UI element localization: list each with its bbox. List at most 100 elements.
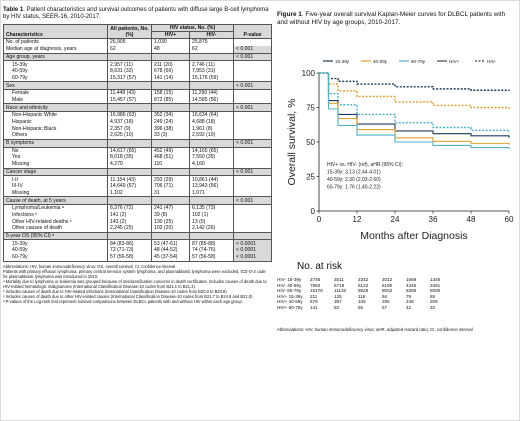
table-row: Others 2,625 (10) 33 (3) 2,592 (10) <box>3 132 273 140</box>
table-section-row: 5-year OS (95% CI) ᵈ <box>3 231 273 241</box>
cell-hiv-positive: 452 (49) <box>151 147 190 155</box>
y-tick-label: 50 <box>306 138 315 147</box>
risk-count: 209 <box>430 299 438 305</box>
risk-count: 42 <box>406 304 412 310</box>
cell-hiv-negative <box>188 167 235 177</box>
cell-hiv-negative: 4,160 <box>188 160 235 169</box>
y-axis-title: Overall survival, % <box>286 99 298 186</box>
cell-hiv-negative: 2,746 (11) <box>188 60 235 68</box>
x-tick-label: 24 <box>391 215 400 224</box>
y-tick-label: 0 <box>311 207 316 216</box>
km-curve-40-59y-HIV+ <box>319 72 510 145</box>
km-curve-15-39y-HIV- <box>319 72 510 91</box>
hazard-ratio-annotation: HIV+ vs. HIV- (ref), aHR (95% CI): <box>327 162 403 168</box>
cell-p-value <box>233 38 273 46</box>
cell-hiv-negative <box>188 103 235 113</box>
cell-all: 62 <box>107 45 152 54</box>
table-section-row: Cancer stage < 0.001 <box>3 167 273 177</box>
risk-count: 5190 <box>382 282 393 288</box>
risk-count: 1668 <box>406 277 417 282</box>
number-at-risk-table: HIV- 15-39y 2746 2511 2342 2012 1668 1346 HIV- … <box>277 277 454 311</box>
cell-all: 6,376 (72) <box>107 204 152 212</box>
table-row: Missing 4,270 110 4,160 <box>3 160 273 169</box>
hazard-ratio-annotation: 40-59y: 2.30 (2.03-2.60) <box>327 177 381 183</box>
cell-characteristic: Median age at diagnosis, years <box>3 45 108 54</box>
table-row: Male 15,457 (57) 872 (85) 14,585 (56) <box>3 96 273 104</box>
cell-all <box>107 196 152 205</box>
cell-p-value <box>233 231 273 241</box>
number-at-risk-panel: No. at risk HIV- 15-39y 2746 2511 2342 2012 1… <box>277 261 517 311</box>
cell-characteristic: No <box>3 147 108 155</box>
risk-count: 345 <box>358 299 366 305</box>
cell-all <box>107 52 152 62</box>
risk-count: 2511 <box>334 277 344 282</box>
risk-row: HIV+ 15-39y 211 135 116 94 79 65 <box>277 294 454 300</box>
cell-hiv-negative: 62 <box>188 45 235 54</box>
header-all-patients: All patients, No. (%) <box>107 23 152 40</box>
legend-label: HIV- <box>487 59 496 64</box>
figure-title-bold: Figure 1 <box>277 11 302 18</box>
cell-hiv-negative: 10,861 (44) <box>188 175 235 183</box>
cell-characteristic: 15-39y <box>3 239 108 248</box>
legend-label: 60-79y <box>411 59 426 64</box>
cell-hiv-positive: 872 (85) <box>151 96 190 104</box>
cell-hiv-negative: 13 (0) <box>188 218 235 226</box>
table-section-row: Cause of death, at 5 years < 0.001 <box>3 196 273 205</box>
risk-row-label: HIV+ 40-59y <box>277 299 303 305</box>
risk-count: 2012 <box>382 277 393 282</box>
cell-hiv-negative: 14,165 (65) <box>188 147 235 155</box>
cell-all: 15,457 (57) <box>107 96 152 104</box>
cell-all: 141 (2) <box>107 211 152 219</box>
cell-characteristic: Cause of death, at 5 years <box>3 196 108 205</box>
cell-all: 8,631 (32) <box>107 67 152 75</box>
cell-hiv-positive: 158 (15) <box>151 89 190 97</box>
cell-p-value: < 0.001 <box>233 196 273 205</box>
cell-all: 15,317 (57) <box>107 74 152 82</box>
x-tick-label: 48 <box>467 215 476 224</box>
km-curve-15-39y-HIV+ <box>319 72 510 138</box>
risk-count: 83 <box>334 304 340 310</box>
cell-all: 14,617 (65) <box>107 147 152 155</box>
risk-row: HIV- 40-59y 7953 6719 6122 5190 4345 3491 <box>277 283 454 289</box>
cell-p-value <box>233 67 273 75</box>
cell-hiv-positive: 1,030 <box>151 38 190 46</box>
x-tick-label: 60 <box>505 215 514 224</box>
table-row: 60-79y 15,317 (57) 141 (14) 15,176 (59) <box>3 74 273 82</box>
table-footnotes: Abbreviations: HIV, human immunodeficien… <box>3 264 271 305</box>
table-title: Table 1. Patient characteristics and sur… <box>3 7 271 21</box>
cell-all: 143 (2) <box>107 218 152 226</box>
cell-hiv-positive: 103 (20) <box>151 225 190 233</box>
cell-characteristic: 40-59y <box>3 247 108 254</box>
table-row: Median age at diagnosis, years 62 48 62 < 0.… <box>3 45 273 54</box>
cell-characteristic: Others <box>3 132 108 140</box>
table-row: Infections ᵇ 141 (2) 39 (8) 102 (1) <box>3 211 273 219</box>
risk-count: 4345 <box>406 282 417 288</box>
cell-p-value <box>233 147 273 155</box>
cell-characteristic: Hispanic <box>3 118 108 126</box>
number-at-risk-title: No. at risk <box>297 261 343 272</box>
risk-count: 141 <box>310 304 318 310</box>
figure-footnote: Abbreviations: HIV, human immunodeficien… <box>277 327 473 332</box>
table-row: Lymphoma/Leukemia ᵃ 6,376 (72) 241 (47) 6,1… <box>3 204 273 212</box>
header-p-value: P-value <box>233 23 273 40</box>
cell-all: 14,649 (57) <box>107 182 152 190</box>
risk-count: 7953 <box>310 282 321 288</box>
risk-count: 11132 <box>334 288 347 294</box>
cell-characteristic: Missing <box>3 189 108 197</box>
cell-p-value <box>233 74 273 82</box>
cell-characteristic: Non-Hispanic White <box>3 111 108 119</box>
risk-count: 1346 <box>430 277 441 282</box>
cell-p-value <box>233 211 273 219</box>
cell-all: 2,357 (9) <box>107 125 152 133</box>
cell-hiv-positive: 352 (34) <box>151 111 190 119</box>
figure-title-text: . Five-year overall survival Kaplan-Meie… <box>277 11 506 26</box>
cell-hiv-negative: 15,176 (59) <box>188 74 235 82</box>
table-footnote: Patients with primary effusion lymphoma,… <box>3 268 266 279</box>
table-section-row: Age group, years < 0.001 <box>3 52 273 62</box>
cell-p-value: < 0.001 <box>233 138 273 148</box>
cell-hiv-negative: 2,142 (26) <box>188 225 235 233</box>
table-row: III-IV 14,649 (57) 706 (71) 13,943 (56) <box>3 182 273 190</box>
table-panel: Table 1. Patient characteristics and sur… <box>3 7 273 305</box>
cell-p-value: < 0.0001 <box>233 247 273 254</box>
